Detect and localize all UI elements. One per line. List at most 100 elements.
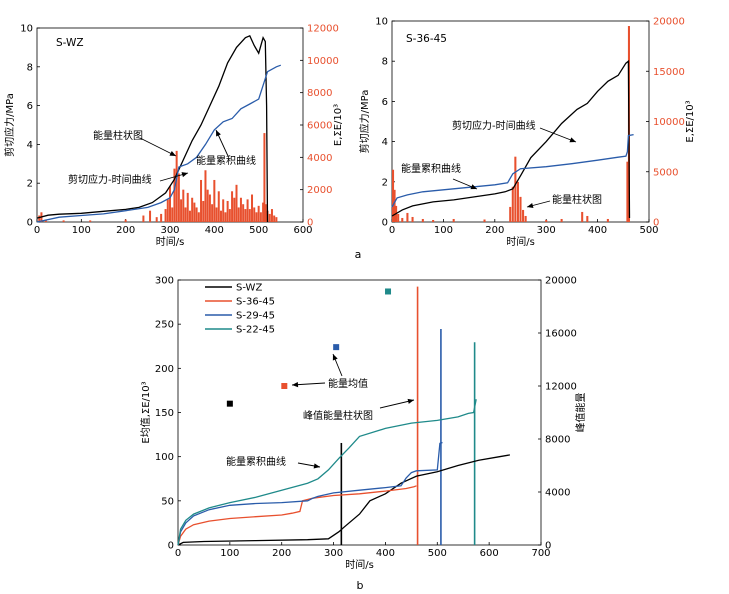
energy-bar xyxy=(606,218,609,222)
energy-bar xyxy=(268,213,271,222)
x-tick-label: 600 xyxy=(293,225,312,236)
x-tick-label: 200 xyxy=(272,548,291,559)
energy-bar xyxy=(177,173,180,222)
y-left-axis-label: 剪切应力/MPa xyxy=(3,93,16,157)
y-right-tick-label: 8000 xyxy=(307,88,332,99)
energy-bar xyxy=(166,199,169,222)
figure-label-a: a xyxy=(355,248,362,261)
mean-energy-marker xyxy=(333,344,340,351)
y-right-tick-label: 4000 xyxy=(545,488,570,499)
y-left-tick-label: 300 xyxy=(155,276,174,287)
energy-bar xyxy=(169,186,171,222)
energy-bar xyxy=(262,202,265,222)
x-tick-label: 300 xyxy=(324,548,343,559)
energy-bar xyxy=(211,204,214,222)
mean-energy-marker xyxy=(226,400,233,407)
y-left-tick-label: 10 xyxy=(375,17,388,28)
annotation-label: 能量柱状图 xyxy=(93,129,143,142)
y-left-axis-label: E均值,ΣE/10³ xyxy=(139,381,152,443)
x-tick-label: 0 xyxy=(175,548,181,559)
energy-bar xyxy=(155,217,158,222)
y-left-tick-label: 6 xyxy=(27,101,33,112)
y-left-tick-label: 250 xyxy=(155,320,174,331)
energy-bar xyxy=(171,207,174,222)
x-tick-label: 0 xyxy=(389,225,395,236)
energy-bar xyxy=(255,212,258,222)
energy-bar xyxy=(263,133,266,222)
energy-bar xyxy=(208,194,211,222)
energy-bar xyxy=(524,215,527,222)
energy-bar xyxy=(251,194,254,222)
energy-bar xyxy=(62,220,65,222)
energy-bar xyxy=(514,156,517,222)
x-tick-label: 100 xyxy=(434,225,453,236)
annotation-label: 峰值能量柱状图 xyxy=(303,409,373,422)
y-right-tick-label: 6000 xyxy=(307,121,332,132)
series-line-S-29-45 xyxy=(177,441,443,546)
chart-a-s3645: 0 100 200 300 400 500024681005000100001500020… xyxy=(358,17,696,249)
energy-bar xyxy=(193,202,196,222)
mean-energy-marker xyxy=(385,288,392,295)
energy-bar xyxy=(270,209,273,222)
series-line-S-36-45 xyxy=(177,485,417,546)
energy-bar xyxy=(164,209,167,222)
y-left-tick-label: 2 xyxy=(27,179,33,190)
y-left-tick-label: 0 xyxy=(27,218,33,229)
y-right-axis-label: E,ΣE/10³ xyxy=(333,104,344,146)
annotation-arrowhead xyxy=(470,184,477,190)
y-left-tick-label: 100 xyxy=(155,452,174,463)
energy-bar xyxy=(581,211,584,222)
energy-bar xyxy=(401,217,404,222)
y-right-tick-label: 5000 xyxy=(653,167,678,178)
energy-bar xyxy=(195,207,198,222)
y-right-tick-label: 12000 xyxy=(307,24,339,35)
x-tick-label: 200 xyxy=(485,225,504,236)
energy-bar xyxy=(226,200,229,222)
y-right-tick-label: 0 xyxy=(653,218,659,229)
energy-bar xyxy=(253,207,256,222)
x-tick-label: 500 xyxy=(249,225,268,236)
energy-bar xyxy=(38,215,41,222)
annotation-label: 能量累积曲线 xyxy=(226,455,286,468)
energy-bar xyxy=(215,207,218,222)
energy-bar xyxy=(235,184,238,222)
annotation-arrowhead xyxy=(216,130,221,137)
energy-bar xyxy=(411,216,414,222)
series-line-能量累积曲线 xyxy=(36,64,282,223)
annotation-arrowhead xyxy=(569,137,576,143)
energy-bar xyxy=(124,219,127,222)
x-tick-label: 0 xyxy=(34,225,40,236)
y-right-tick-label: 4000 xyxy=(307,153,332,164)
x-tick-label: 300 xyxy=(160,225,179,236)
y-left-tick-label: 4 xyxy=(27,140,33,151)
legend-label: S-WZ xyxy=(236,283,262,294)
energy-bar xyxy=(233,197,236,222)
x-tick-label: 300 xyxy=(537,225,556,236)
x-tick-label: 400 xyxy=(205,225,224,236)
chart-a-swz: 0 100 200 300 400 500 600024681002000400060008… xyxy=(3,24,344,249)
energy-bar xyxy=(483,219,486,222)
annotation-label: 剪切应力-时间曲线 xyxy=(68,173,152,186)
x-tick-label: 400 xyxy=(376,548,395,559)
energy-bar xyxy=(180,199,183,222)
energy-bar xyxy=(242,204,245,222)
y-right-tick-label: 0 xyxy=(307,218,313,229)
series-line-能量累积曲线 xyxy=(391,133,634,208)
y-left-tick-label: 0 xyxy=(168,541,174,552)
chart-title: S-WZ xyxy=(56,37,84,49)
annotation-arrowhead xyxy=(407,398,414,404)
energy-bar xyxy=(509,206,512,222)
energy-bar xyxy=(186,192,189,222)
y-left-tick-label: 200 xyxy=(155,364,174,375)
y-left-tick-label: 50 xyxy=(161,496,174,507)
energy-bar xyxy=(406,212,409,222)
energy-bar xyxy=(516,181,519,222)
energy-bar xyxy=(44,219,47,222)
energy-bar xyxy=(160,213,163,222)
energy-bar xyxy=(393,189,396,222)
energy-bar xyxy=(219,210,222,222)
annotation-arrowhead xyxy=(527,202,534,209)
energy-bar xyxy=(182,189,185,222)
annotation-label: 能量均值 xyxy=(328,377,368,390)
legend-label: S-22-45 xyxy=(236,325,275,336)
